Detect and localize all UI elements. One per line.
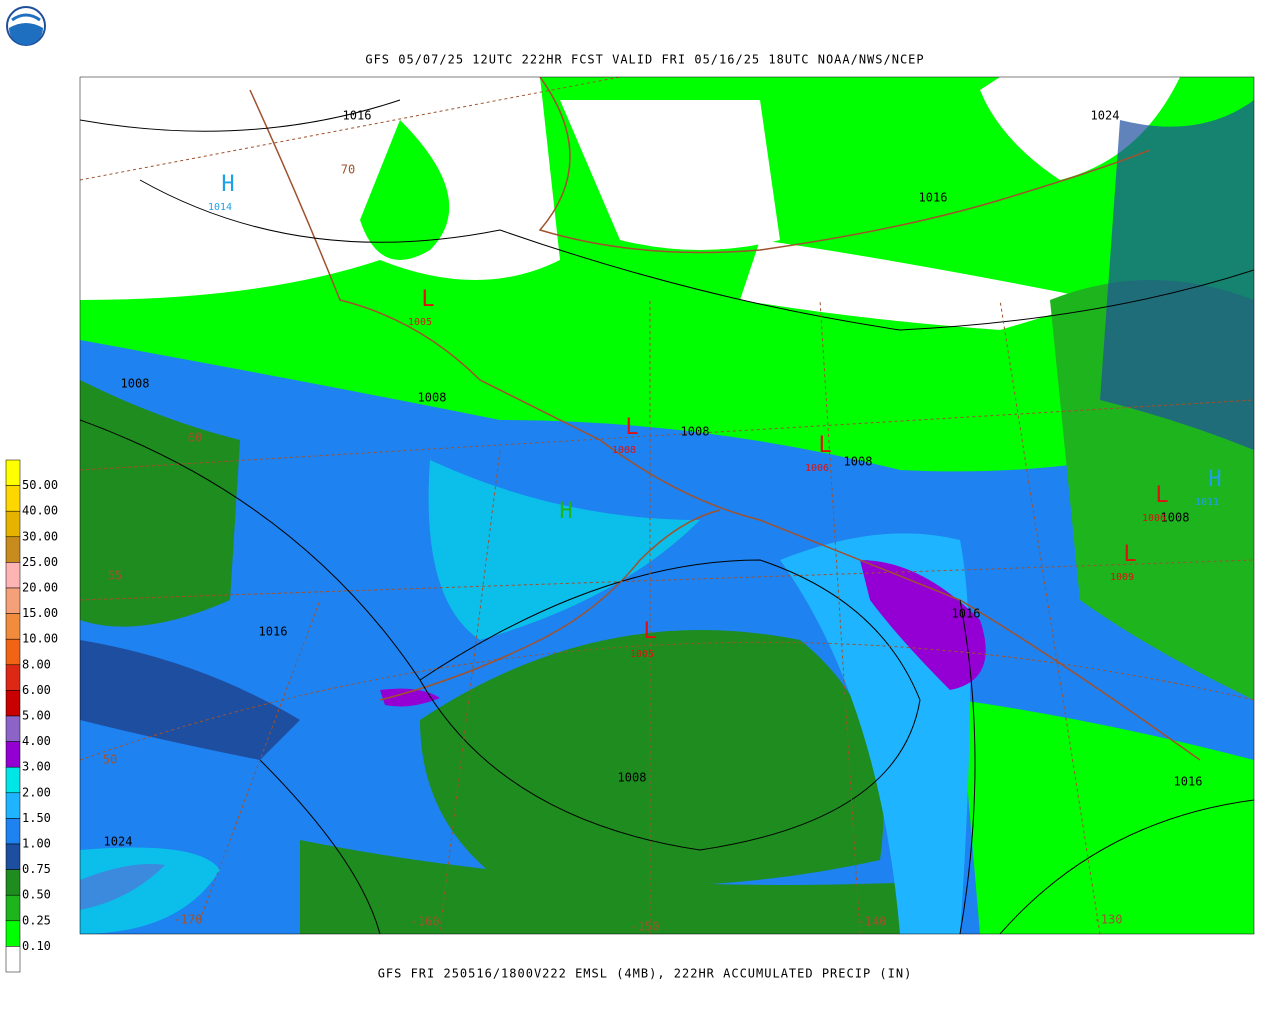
legend-swatch bbox=[5, 715, 21, 742]
legend-label: 10.00 bbox=[22, 632, 58, 646]
legend-label: 3.00 bbox=[22, 760, 51, 774]
isobar-label: 1016 bbox=[952, 607, 981, 621]
pressure-center-symbol: L bbox=[421, 287, 434, 312]
legend-label: 0.75 bbox=[22, 862, 51, 876]
legend-swatch bbox=[5, 741, 21, 768]
isobar-label: 1016 bbox=[1174, 775, 1203, 789]
graticule-label: -150 bbox=[631, 920, 660, 934]
legend-label: 40.00 bbox=[22, 504, 58, 518]
pressure-center-symbol: H bbox=[1208, 467, 1221, 492]
isobar-label: 1016 bbox=[919, 191, 948, 205]
pressure-center-value: 1005 bbox=[408, 317, 432, 328]
pressure-center-symbol: H bbox=[221, 172, 234, 197]
legend-label: 2.00 bbox=[22, 785, 51, 799]
legend-label: 50.00 bbox=[22, 478, 58, 492]
legend-swatch bbox=[5, 638, 21, 666]
map: 1016 1024 1016 1008 1008 1008 1008 1008 1016 1016… bbox=[79, 76, 1255, 935]
pressure-center-symbol: L bbox=[1123, 542, 1136, 567]
legend-label: 0.25 bbox=[22, 913, 51, 927]
pressure-center-value: 1009 bbox=[1110, 572, 1134, 583]
legend-label: 8.00 bbox=[22, 657, 51, 671]
legend-swatch bbox=[5, 536, 21, 563]
legend-label: 1.50 bbox=[22, 811, 51, 825]
graticule-label: -130 bbox=[1094, 913, 1123, 927]
legend-swatch bbox=[5, 946, 21, 973]
legend-label: 25.00 bbox=[22, 555, 58, 569]
isobar-label: 1024 bbox=[104, 835, 133, 849]
pressure-center-value: 1005 bbox=[630, 649, 654, 660]
pressure-center-symbol: L bbox=[1155, 483, 1168, 508]
legend-swatch bbox=[5, 920, 21, 947]
pressure-center-symbol: H bbox=[559, 499, 572, 524]
pressure-center-symbol: L bbox=[643, 619, 656, 644]
legend-label: 6.00 bbox=[22, 683, 51, 697]
legend-label: 30.00 bbox=[22, 529, 58, 543]
legend-swatch bbox=[5, 766, 21, 794]
pressure-center-value: 1011 bbox=[1195, 497, 1219, 508]
graticule-label: -160 bbox=[411, 915, 440, 929]
isobar-label: 1008 bbox=[844, 455, 873, 469]
graticule-label: -140 bbox=[858, 915, 887, 929]
graticule-label: -170 bbox=[174, 913, 203, 927]
isobar-label: 1008 bbox=[681, 425, 710, 439]
isobar-label: 1016 bbox=[343, 109, 372, 123]
map-caption: GFS FRI 250516/1800V222 EMSL (4MB), 222H… bbox=[378, 967, 913, 981]
legend-swatch bbox=[5, 894, 21, 922]
graticule-label: 50 bbox=[103, 753, 117, 767]
legend-swatch bbox=[5, 459, 21, 486]
pressure-center-value: 1006 bbox=[805, 463, 829, 474]
pressure-center-value: 1008 bbox=[612, 445, 636, 456]
legend-label: 5.00 bbox=[22, 709, 51, 723]
pressure-center-symbol: L bbox=[625, 415, 638, 440]
legend-swatch bbox=[5, 587, 21, 614]
legend-label: 4.00 bbox=[22, 734, 51, 748]
graticule-label: 55 bbox=[108, 569, 122, 583]
isobar-label: 1008 bbox=[121, 377, 150, 391]
legend-label: 0.50 bbox=[22, 888, 51, 902]
legend-swatch bbox=[5, 818, 21, 845]
legend-swatch bbox=[5, 792, 21, 819]
legend-swatch bbox=[5, 843, 21, 870]
legend-swatch bbox=[5, 485, 21, 512]
isobar-label: 1016 bbox=[259, 625, 288, 639]
isobar-label: 1008 bbox=[418, 391, 447, 405]
pressure-center-value: 1014 bbox=[208, 202, 232, 213]
isobar-label: 1008 bbox=[618, 771, 647, 785]
legend: 50.00 40.00 30.00 25.00 20.00 15.00 10.00 8.00 6… bbox=[5, 459, 58, 973]
pressure-center-symbol: L bbox=[818, 433, 831, 458]
map-title: GFS 05/07/25 12UTC 222HR FCST VALID FRI … bbox=[365, 53, 924, 67]
isobar-label: 1024 bbox=[1091, 109, 1120, 123]
noaa-logo bbox=[6, 6, 46, 46]
legend-label: 15.00 bbox=[22, 606, 58, 620]
legend-swatch bbox=[5, 690, 21, 717]
legend-swatch bbox=[5, 664, 21, 691]
legend-label: 20.00 bbox=[22, 581, 58, 595]
legend-swatch bbox=[5, 562, 21, 589]
legend-label: 0.10 bbox=[22, 939, 51, 953]
legend-label: 1.00 bbox=[22, 837, 51, 851]
pressure-center-value: 1006 bbox=[1142, 513, 1166, 524]
isobar-label: 1008 bbox=[1161, 511, 1190, 525]
legend-swatch bbox=[5, 613, 21, 640]
legend-swatch bbox=[5, 510, 21, 538]
legend-swatch bbox=[5, 869, 21, 896]
graticule-label: 60 bbox=[188, 431, 202, 445]
graticule-label: 70 bbox=[341, 163, 355, 177]
